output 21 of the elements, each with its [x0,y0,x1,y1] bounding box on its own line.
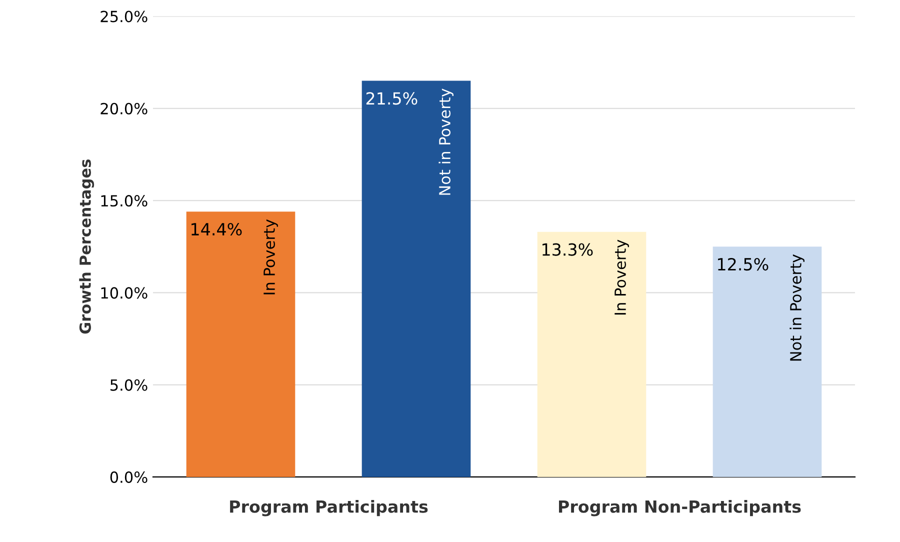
x-tick-label: Not in Poverty [790,254,804,361]
data-label: 13.3% [542,243,593,256]
bar [362,80,471,477]
y-tick-label: 0.0% [110,471,148,483]
text: Program Non-Participants [558,500,801,516]
data-label: 12.5% [718,258,768,271]
y-tick-label: 20.0% [100,102,148,114]
x-tick-label: In Poverty [264,219,278,294]
data-label: 21.5% [366,92,418,105]
y-tick-label: 25.0% [100,10,148,22]
y-tick-label: 5.0% [110,379,148,391]
bar [537,232,646,477]
bar [186,212,296,477]
x-tick-label: In Poverty [614,240,629,315]
text: Program Participants [230,500,428,516]
bar [712,246,822,477]
x-tick-label: Not in Poverty [438,88,454,195]
data-label: 14.4% [192,222,242,236]
y-tick-label: 15.0% [101,195,148,207]
y-axis-title: Growth Percentages [79,160,94,334]
y-tick-label: 10.0% [101,287,148,299]
